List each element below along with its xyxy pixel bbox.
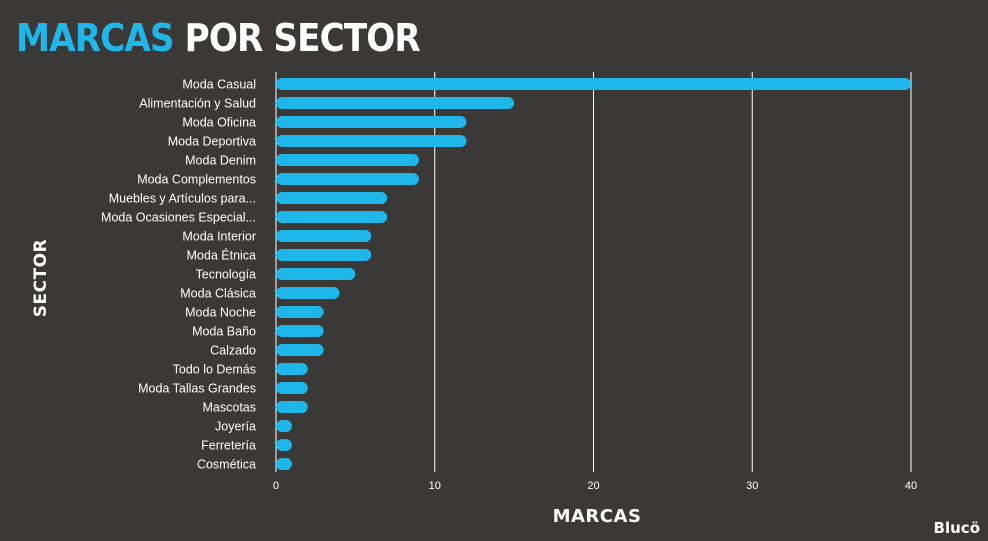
bar — [276, 116, 467, 128]
x-tick-label: 20 — [587, 480, 599, 492]
bar — [276, 382, 308, 394]
category-label: Moda Complementos — [137, 173, 256, 187]
x-tick-label: 10 — [429, 480, 441, 492]
category-label: Todo lo Demás — [173, 363, 256, 377]
title-rest: POR SECTOR — [184, 16, 421, 60]
category-label: Moda Noche — [185, 306, 256, 320]
gridlines — [275, 72, 912, 472]
bar — [276, 154, 419, 166]
category-label: Moda Tallas Grandes — [138, 382, 256, 396]
category-label: Calzado — [210, 344, 256, 358]
bar — [276, 287, 340, 299]
x-tick-labels: 0 10 20 30 40 — [273, 480, 917, 492]
brand-logo: Blucö — [933, 519, 980, 537]
category-label: Muebles y Artículos para... — [109, 192, 256, 206]
title-accent: MARCAS — [16, 16, 175, 60]
bar — [276, 230, 372, 242]
x-axis-title: MARCAS — [552, 506, 642, 527]
category-label: Cosmética — [197, 458, 256, 472]
bar — [276, 401, 308, 413]
category-label: Ferretería — [201, 439, 256, 453]
category-label: Moda Ocasiones Especial... — [101, 211, 256, 225]
bar — [276, 439, 292, 451]
bars — [276, 78, 911, 470]
bar — [276, 173, 419, 185]
category-label: Moda Clásica — [180, 287, 256, 301]
category-label: Moda Deportiva — [168, 135, 256, 149]
bar — [276, 211, 388, 223]
category-label: Moda Denim — [185, 154, 256, 168]
bar — [276, 135, 467, 147]
category-label: Tecnología — [196, 268, 257, 282]
category-labels: Moda Casual Alimentación y Salud Moda Ofic… — [101, 78, 256, 472]
bar — [276, 249, 372, 261]
category-label: Moda Interior — [182, 230, 256, 244]
category-label: Moda Baño — [192, 325, 256, 339]
category-label: Joyería — [215, 420, 256, 434]
chart-title: MARCAS POR SECTOR — [16, 14, 421, 62]
bar — [276, 420, 292, 432]
x-tick-label: 0 — [273, 480, 279, 492]
bar — [276, 325, 324, 337]
bar — [276, 97, 515, 109]
category-label: Mascotas — [203, 401, 257, 415]
bar — [276, 78, 911, 90]
x-tick-label: 30 — [746, 480, 758, 492]
x-tick-label: 40 — [905, 480, 917, 492]
bar — [276, 458, 292, 470]
category-label: Alimentación y Salud — [139, 97, 256, 111]
bar — [276, 192, 388, 204]
bar — [276, 344, 324, 356]
bar — [276, 363, 308, 375]
bar — [276, 306, 324, 318]
category-label: Moda Oficina — [182, 116, 256, 130]
category-label: Moda Casual — [182, 78, 256, 92]
bar — [276, 268, 356, 280]
category-label: Moda Étnica — [187, 248, 257, 263]
